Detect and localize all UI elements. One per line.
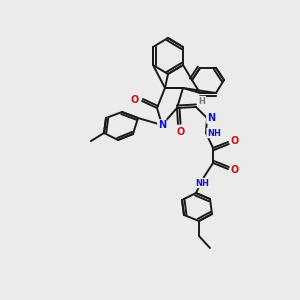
Text: H: H — [199, 97, 206, 106]
Text: N: N — [158, 120, 166, 130]
Text: O: O — [231, 165, 239, 175]
Text: N: N — [207, 113, 215, 123]
Text: NH: NH — [195, 178, 209, 188]
Text: O: O — [177, 127, 185, 137]
Text: O: O — [131, 95, 139, 105]
Text: NH: NH — [207, 128, 221, 137]
Text: O: O — [231, 136, 239, 146]
